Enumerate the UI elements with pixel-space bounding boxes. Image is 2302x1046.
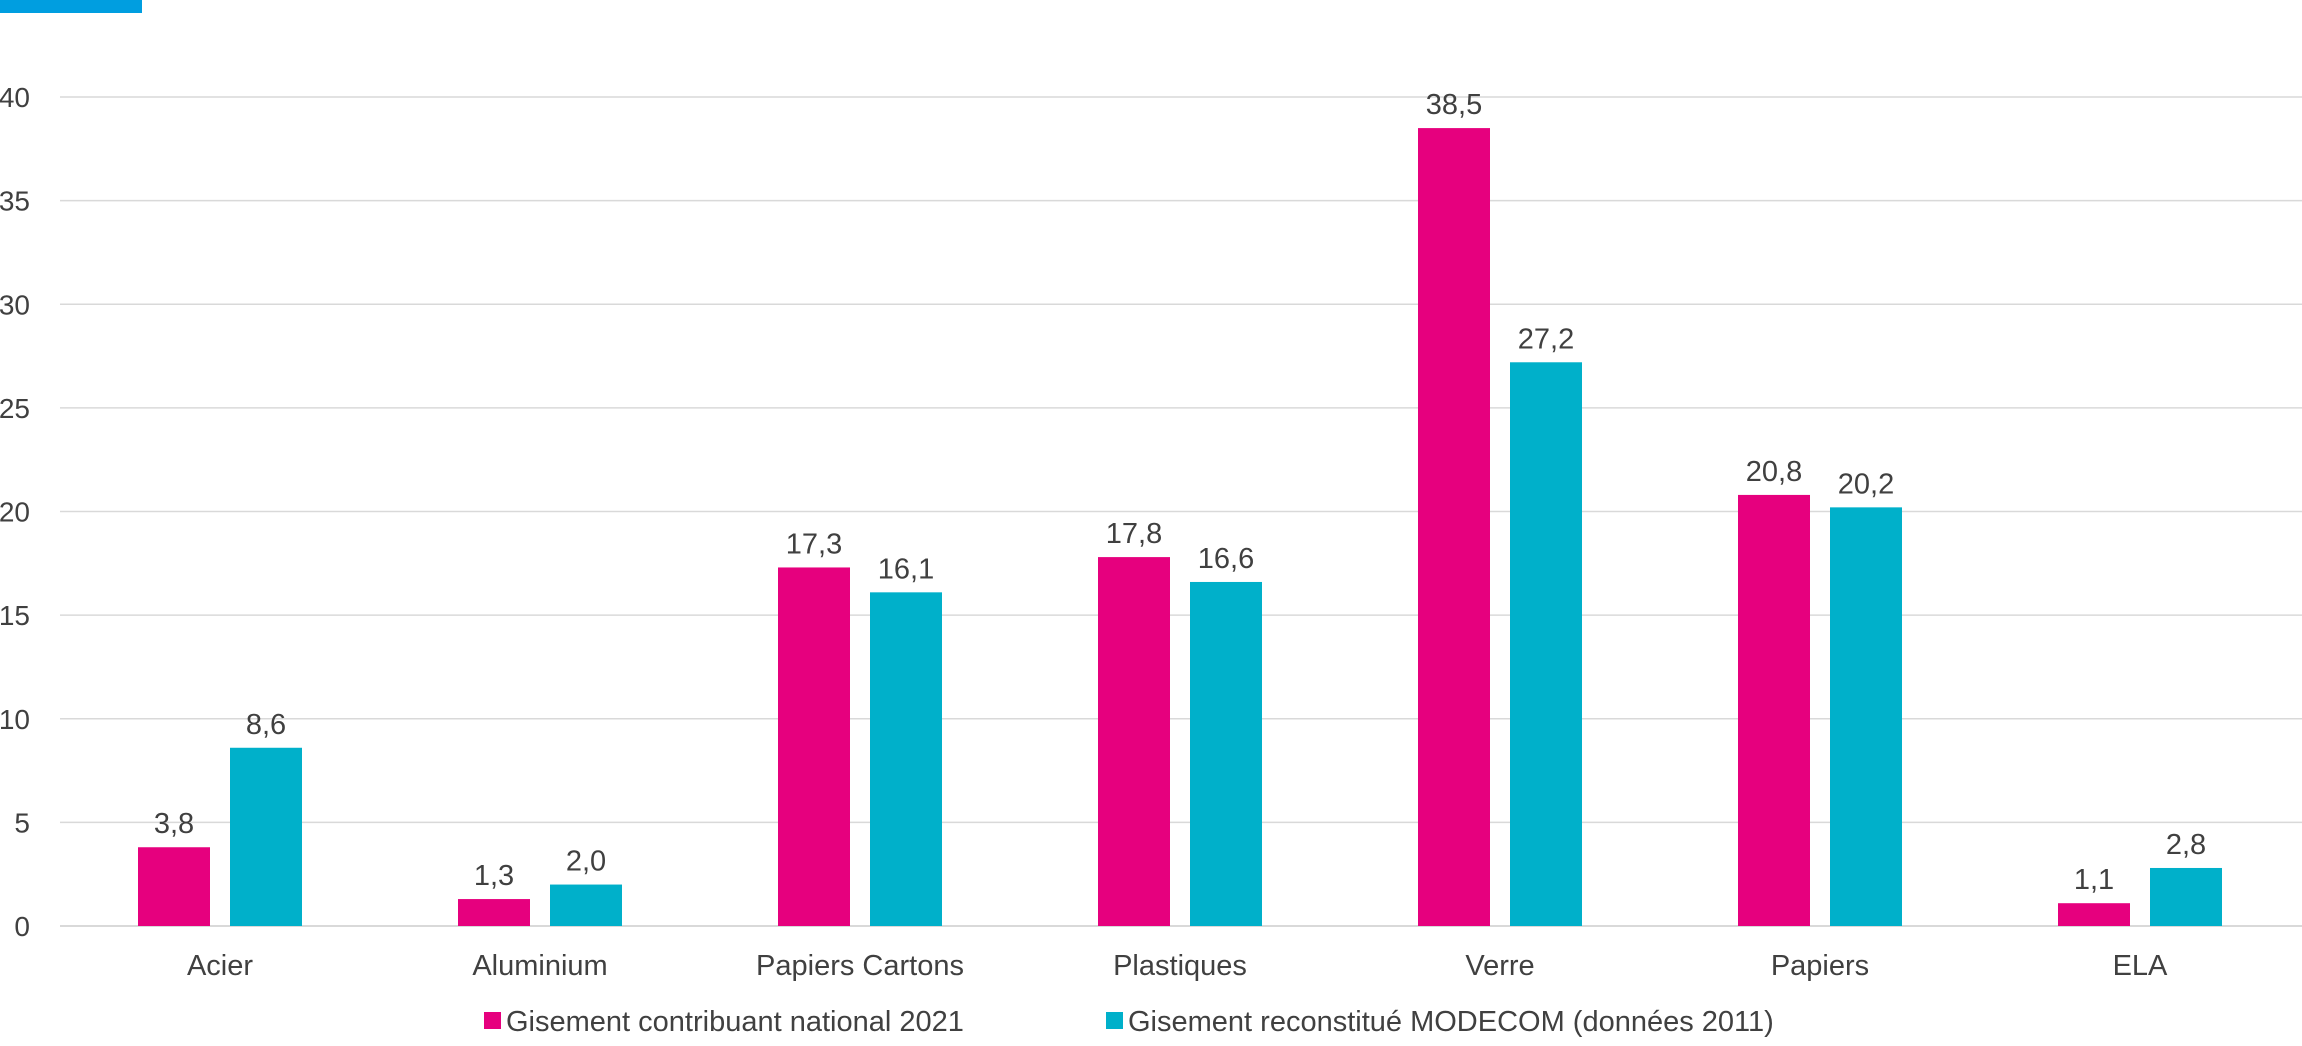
data-label: 20,8	[1746, 456, 1802, 488]
bar-1-aluminium	[458, 899, 530, 926]
bar-2-papiers	[1830, 507, 1902, 926]
y-axis-tick-labels: 0 5 10 15 20 25 30 35 40	[0, 82, 30, 942]
bar-1-papiers	[1738, 494, 1810, 926]
x-category-label: Verre	[1465, 950, 1534, 982]
bar-1-ela	[2058, 903, 2130, 926]
x-axis-category-labels: Acier Aluminium Papiers Cartons Plastiques V…	[187, 950, 2168, 982]
data-label: 27,2	[1518, 323, 1574, 355]
data-label: 38,5	[1426, 89, 1482, 121]
corner-accent-bar	[0, 0, 142, 13]
bar-1-verre	[1418, 128, 1490, 926]
x-category-label: Aluminium	[472, 950, 607, 982]
x-category-label: Acier	[187, 950, 253, 982]
data-label: 16,1	[878, 553, 934, 585]
x-category-label: Papiers	[1771, 950, 1869, 982]
legend-label: Gisement reconstitué MODECOM (données 20…	[1128, 1006, 1774, 1038]
x-category-label: ELA	[2113, 950, 2168, 982]
y-tick-label: 35	[0, 186, 30, 217]
data-label: 17,3	[786, 528, 842, 560]
y-tick-label: 30	[0, 289, 30, 320]
data-label: 2,8	[2166, 829, 2206, 861]
data-label: 1,3	[474, 860, 514, 892]
y-tick-label: 5	[14, 807, 30, 838]
bar-2-aluminium	[550, 884, 622, 926]
x-category-label: Papiers Cartons	[756, 950, 964, 982]
data-label: 3,8	[154, 808, 194, 840]
legend: Gisement contribuant national 2021 Giseme…	[484, 1006, 1774, 1038]
bar-1-papiers-cartons	[778, 567, 850, 926]
data-labels: 3,8 8,6 1,3 2,0 17,3 16,1 17,8 16,6 38,5 27,2 20,8…	[154, 89, 2206, 896]
bar-1-plastiques	[1098, 557, 1170, 926]
y-tick-label: 20	[0, 497, 30, 528]
bar-2-acier	[230, 747, 302, 926]
x-category-label: Plastiques	[1113, 950, 1247, 982]
y-tick-label: 10	[0, 704, 30, 735]
data-label: 2,0	[566, 846, 606, 878]
gridlines	[60, 96, 2302, 927]
data-label: 8,6	[246, 709, 286, 741]
data-label: 17,8	[1106, 518, 1162, 550]
y-tick-label: 0	[14, 911, 30, 942]
y-tick-label: 15	[0, 600, 30, 631]
bar-2-plastiques	[1190, 581, 1262, 926]
bar-2-ela	[2150, 867, 2222, 926]
y-tick-label: 25	[0, 393, 30, 424]
legend-label: Gisement contribuant national 2021	[506, 1006, 964, 1038]
data-label: 20,2	[1838, 468, 1894, 500]
bars	[138, 128, 2222, 926]
bar-2-papiers-cartons	[870, 592, 942, 926]
data-label: 1,1	[2074, 864, 2114, 896]
legend-swatch	[1106, 1012, 1123, 1029]
bar-2-verre	[1510, 362, 1582, 926]
legend-swatch	[484, 1012, 501, 1029]
data-label: 16,6	[1198, 543, 1254, 575]
y-tick-label: 40	[0, 82, 30, 113]
bar-1-acier	[138, 847, 210, 926]
